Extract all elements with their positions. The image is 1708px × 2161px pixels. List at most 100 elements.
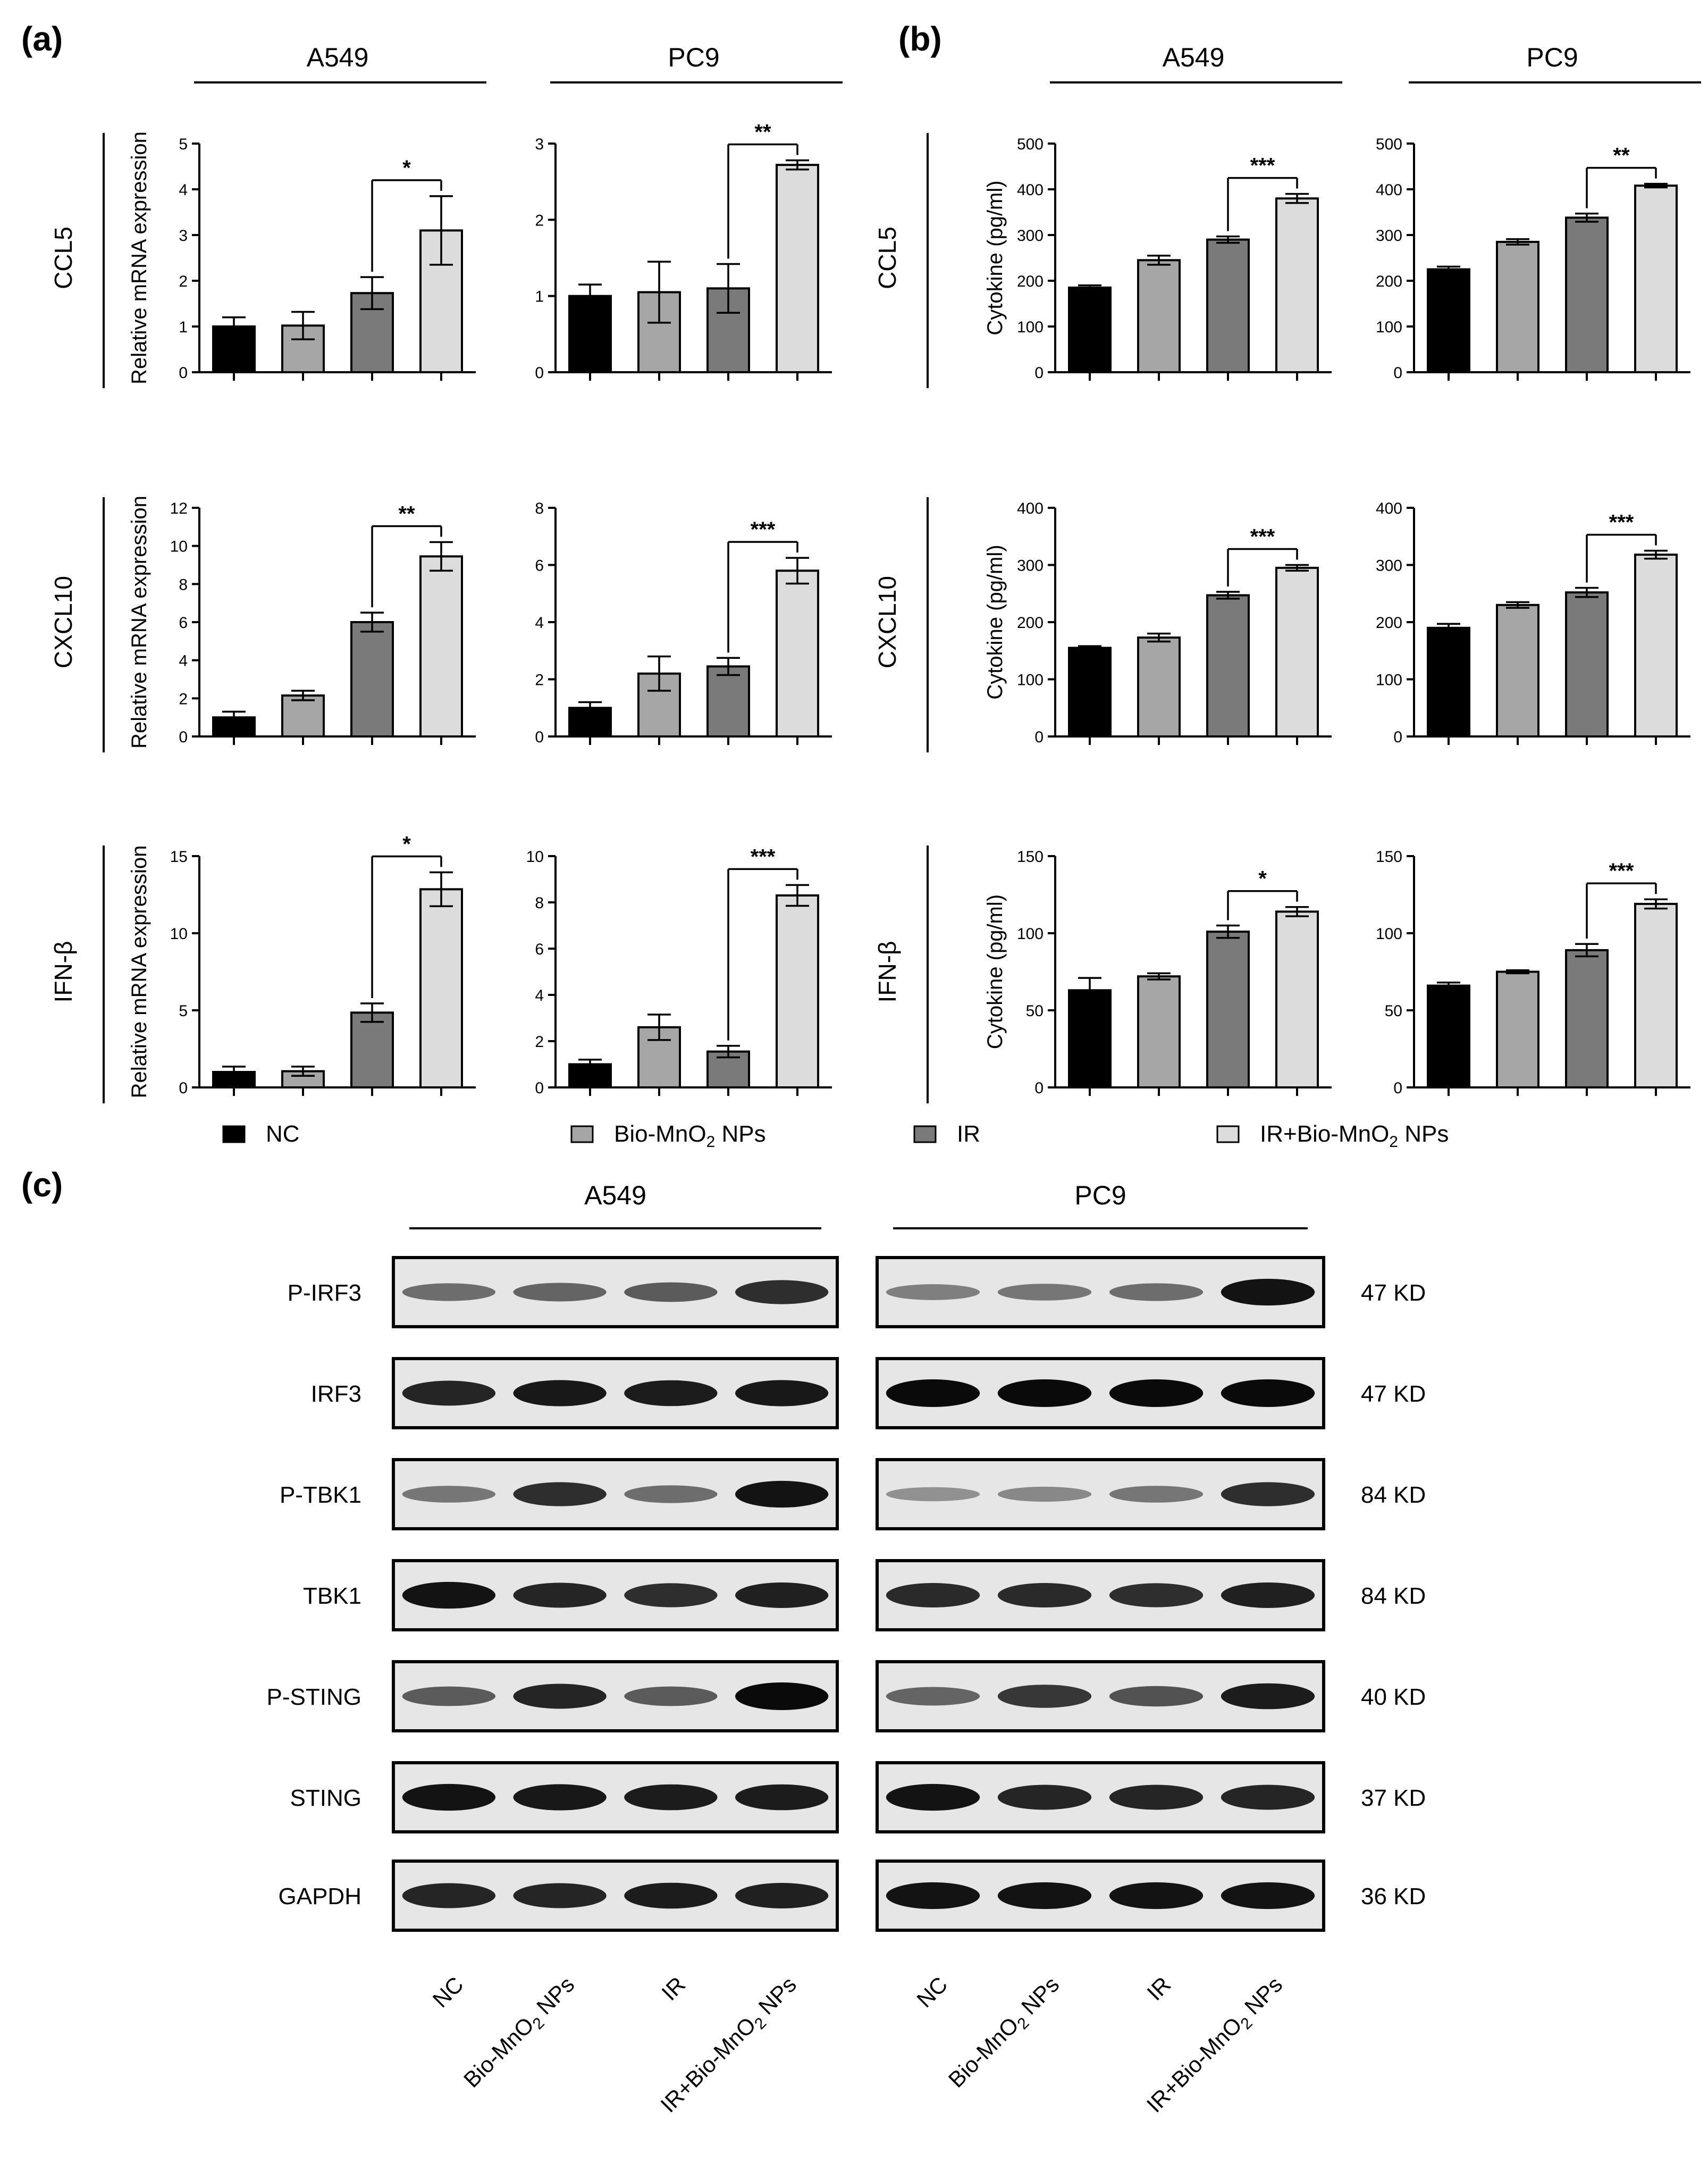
y-tick-label: 10 (170, 538, 188, 556)
blot-band (513, 1380, 607, 1406)
blot-band (1221, 1379, 1315, 1407)
blot-band (997, 1882, 1092, 1909)
cell-line-label: PC9 (668, 43, 719, 72)
blot-band (1109, 1686, 1204, 1707)
blot-row-sting: STING 37 KD (290, 1761, 1426, 1833)
y-axis-label: Relative mRNA expression (128, 496, 151, 749)
blot-band (1221, 1278, 1315, 1306)
y-tick-label: 5 (179, 136, 188, 153)
blot-band (402, 1581, 496, 1609)
significance-marker: * (402, 156, 411, 180)
bar (1206, 594, 1250, 738)
blot-band (1109, 1283, 1204, 1301)
cell-line-label: A549 (307, 43, 369, 72)
blot-band (402, 1486, 496, 1503)
y-tick-label: 8 (179, 576, 188, 593)
molecular-weight-label: 47 KD (1361, 1280, 1426, 1306)
legend-subscript: 2 (706, 1133, 716, 1151)
y-tick-label: 6 (535, 941, 544, 958)
y-tick-label: 400 (1376, 181, 1402, 199)
bar (1634, 185, 1678, 373)
y-tick-label: 12 (170, 500, 188, 517)
chart-a-PC9-IFN: 0 2 4 6 8 10 *** (526, 845, 832, 1097)
bar (776, 569, 819, 738)
y-tick-label: 1 (535, 288, 544, 306)
chart-a-PC9-CCL5: 0 1 2 3 ** (535, 121, 832, 382)
gene-label: CXCL10 (49, 576, 77, 668)
blot-band (1109, 1583, 1204, 1607)
y-tick-label: 4 (179, 181, 188, 199)
blot-band (997, 1583, 1092, 1607)
legend-item: Bio-MnO2 NPs (570, 1121, 766, 1151)
y-tick-label: 2 (179, 690, 188, 708)
blot-band (624, 1686, 718, 1706)
bar (776, 164, 819, 373)
blot-band (1221, 1785, 1315, 1810)
blot-band (735, 1582, 829, 1608)
blot-band (1221, 1582, 1315, 1608)
bar (1206, 931, 1250, 1088)
bar (1137, 975, 1181, 1088)
y-tick-label: 0 (1034, 364, 1044, 382)
y-tick-label: 10 (170, 925, 188, 943)
bar (1496, 604, 1539, 738)
blot-band (886, 1487, 980, 1502)
y-tick-label: 500 (1376, 136, 1402, 153)
molecular-weight-label: 84 KD (1361, 1482, 1426, 1508)
y-axis-label: Cytokine (pg/ml) (983, 180, 1007, 335)
blot-band (735, 1480, 829, 1508)
y-tick-label: 0 (535, 1079, 544, 1097)
legend-label: NC (266, 1121, 300, 1147)
y-tick-label: 100 (1376, 925, 1402, 943)
bar (1427, 626, 1470, 738)
panel-label-a: (a) (21, 20, 63, 58)
blot-band (402, 1686, 496, 1706)
blot-band (735, 1784, 829, 1811)
blot-band (886, 1583, 980, 1607)
gene-label: CXCL10 (873, 576, 901, 668)
blot-band (624, 1882, 718, 1909)
y-tick-label: 100 (1017, 925, 1044, 943)
legend-item: IR (913, 1121, 980, 1147)
significance-marker: *** (1609, 859, 1634, 883)
y-tick-label: 400 (1376, 500, 1402, 517)
significance-marker: * (402, 832, 411, 856)
blot-band (1109, 1379, 1204, 1407)
blot-band (735, 1280, 829, 1304)
lane-label-text: NC (912, 1972, 952, 2012)
chart-a-A549-CXCL10: 0 2 4 6 8 10 12 ** Relative mRNA expression CXCL1… (49, 496, 476, 752)
blot-band (997, 1486, 1092, 1502)
y-tick-label: 150 (1017, 848, 1044, 866)
gene-label: CCL5 (873, 227, 901, 289)
blot-band (997, 1685, 1092, 1708)
blot-band (402, 1380, 496, 1406)
blot-band (513, 1482, 607, 1506)
gene-label: IFN-β (49, 941, 77, 1003)
blot-band (886, 1687, 980, 1706)
legend-swatch (570, 1125, 594, 1143)
blot-cell-line-label: A549 (584, 1180, 646, 1210)
bar (1496, 240, 1539, 373)
blot-band (513, 1784, 607, 1811)
lane-label-text: Bio-MnO (459, 2012, 539, 2092)
bar (1427, 984, 1470, 1088)
protein-label: P-IRF3 (288, 1280, 361, 1306)
chart-b-PC9-CXCL10: 0 100 200 300 400 *** (1376, 500, 1690, 746)
chart-b-A549-CXCL10: 0 100 200 300 400 *** Cytokine (pg/ml) CXCL10 (873, 497, 1332, 752)
bar (1565, 949, 1609, 1089)
blot-band (513, 1582, 607, 1608)
y-tick-label: 50 (1026, 1002, 1044, 1020)
y-tick-label: 6 (179, 614, 188, 632)
bar (1068, 647, 1112, 738)
y-tick-label: 0 (1393, 1079, 1402, 1097)
legend-label: IR (957, 1121, 980, 1147)
bar (1275, 910, 1319, 1089)
y-tick-label: 4 (535, 614, 544, 632)
protein-label: GAPDH (279, 1883, 361, 1909)
significance-marker: ** (398, 502, 415, 526)
blot-band (1221, 1882, 1315, 1909)
molecular-weight-label: 40 KD (1361, 1684, 1426, 1710)
protein-label: TBK1 (303, 1583, 361, 1609)
y-tick-label: 3 (535, 136, 544, 153)
